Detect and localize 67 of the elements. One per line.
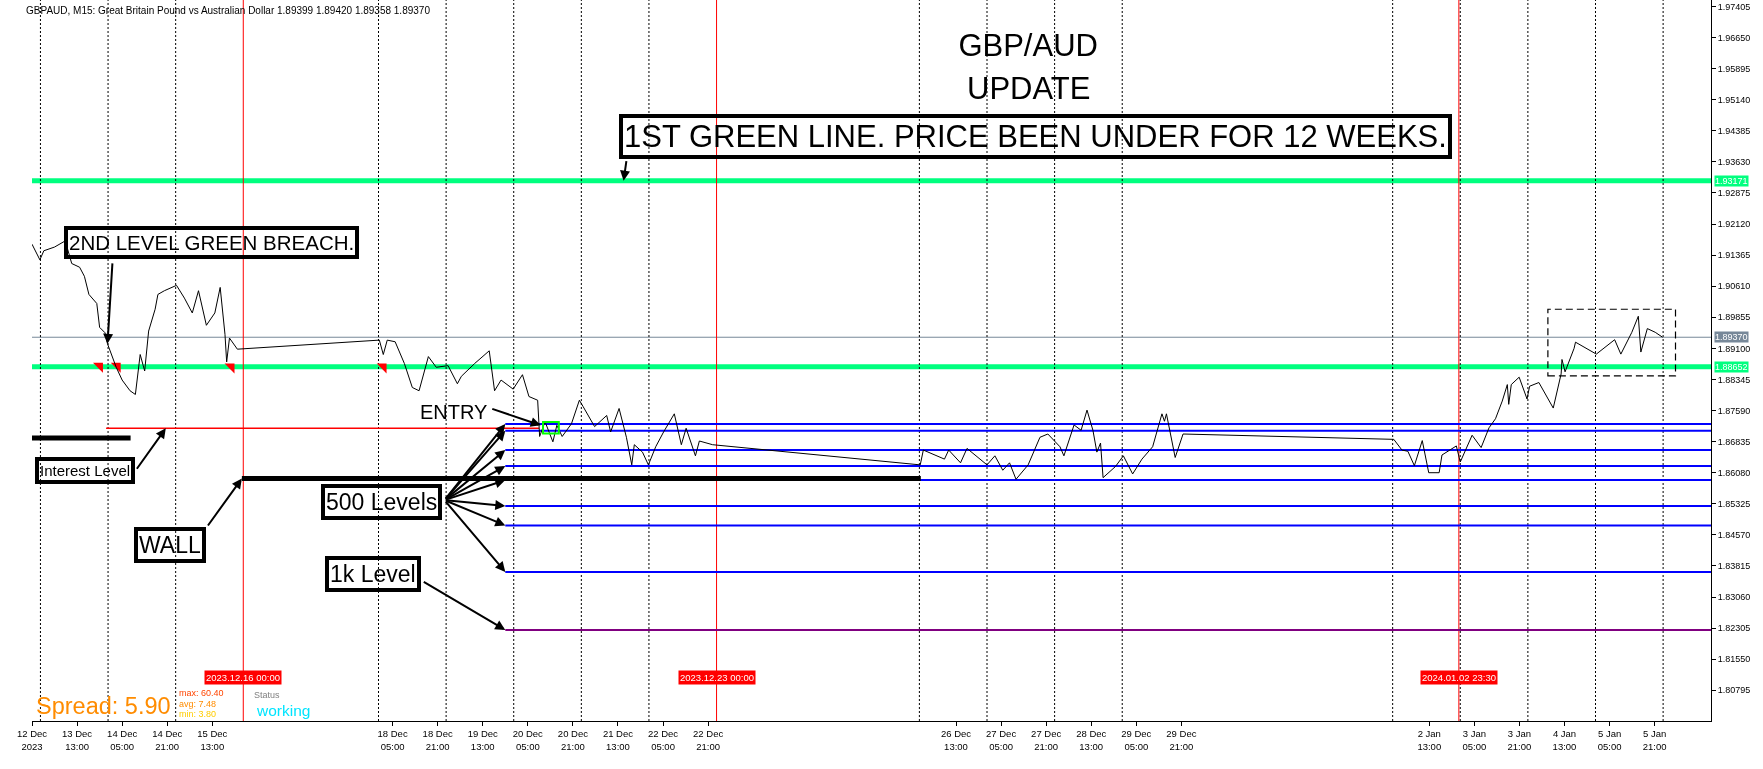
y-tick-label: 1.95895 <box>1717 63 1751 74</box>
ref-line-label: 1.88652 <box>1715 362 1748 372</box>
y-tick-label: 1.85325 <box>1717 498 1751 509</box>
x-tick-label: 21 Dec 13:00 <box>602 728 634 752</box>
x-tick-label: 2 Jan 13:00 <box>1417 728 1442 752</box>
annotation: WALL <box>139 532 201 558</box>
x-tick-label: 22 Dec 21:00 <box>693 728 724 752</box>
y-tick-label: 1.90610 <box>1717 281 1751 292</box>
ref-line-label: 1.89370 <box>1715 332 1748 342</box>
ref-line-label: 2024.01.02 23:30 <box>1422 672 1496 683</box>
y-tick-label: 1.83815 <box>1717 561 1751 572</box>
x-tick-label: 12 Dec 2023 <box>16 728 48 752</box>
y-tick-label: 1.89100 <box>1717 343 1751 354</box>
y-tick-label: 1.86835 <box>1717 436 1751 447</box>
annotation: 500 Levels <box>326 489 438 515</box>
x-tick-label: 27 Dec 05:00 <box>986 728 1017 752</box>
x-tick-label: 14 Dec 05:00 <box>107 728 138 752</box>
y-tick-label: 1.84570 <box>1717 530 1751 541</box>
x-tick-label: 13 Dec 13:00 <box>62 728 93 752</box>
y-tick-label: 1.94385 <box>1717 125 1751 136</box>
x-tick-label: 20 Dec 05:00 <box>512 728 544 752</box>
y-tick-label: 1.97405 <box>1717 1 1751 12</box>
annotation: ENTRY <box>420 401 488 423</box>
x-tick-label: 3 Jan 05:00 <box>1462 728 1487 752</box>
annotation: min: 3.80 <box>179 709 217 719</box>
x-tick-label: 14 Dec 21:00 <box>152 728 183 752</box>
y-tick-label: 1.81550 <box>1717 654 1751 665</box>
x-tick-label: 29 Dec 21:00 <box>1166 728 1197 752</box>
annotation: Interest Level <box>40 462 131 479</box>
x-tick-label: 5 Jan 21:00 <box>1642 728 1667 752</box>
y-tick-label: 1.92120 <box>1717 219 1751 230</box>
annotation: Status <box>254 690 281 700</box>
y-tick-label: 1.80795 <box>1717 685 1751 696</box>
y-tick-label: 1.86080 <box>1717 467 1751 478</box>
y-tick-label: 1.92875 <box>1717 188 1751 199</box>
annotation: max: 60.40 <box>179 688 224 698</box>
ref-line-label: 2023.12.16 00:00 <box>206 672 280 683</box>
ref-line-label: 2023.12.23 00:00 <box>680 672 754 683</box>
x-tick-label: 22 Dec 05:00 <box>647 728 679 752</box>
y-tick-label: 1.96650 <box>1717 32 1751 43</box>
ref-line-label: 1.93171 <box>1715 176 1748 186</box>
text: GBP/AUD <box>958 27 1098 63</box>
x-tick-label: 19 Dec 13:00 <box>467 728 499 752</box>
x-tick-label: 5 Jan 05:00 <box>1597 728 1622 752</box>
y-tick-label: 1.88345 <box>1717 374 1751 385</box>
y-tick-label: 1.83060 <box>1717 592 1751 603</box>
y-tick-label: 1.82305 <box>1717 623 1751 634</box>
x-tick-label: 18 Dec 05:00 <box>377 728 408 752</box>
annotation: 1k Level <box>330 561 416 587</box>
annotation: avg: 7.48 <box>179 699 217 709</box>
x-tick-label: 15 Dec 13:00 <box>197 728 228 752</box>
annotation: working <box>256 702 311 719</box>
y-tick-label: 1.89855 <box>1717 312 1751 323</box>
x-tick-label: 29 Dec 05:00 <box>1121 728 1152 752</box>
text: UPDATE <box>967 71 1091 106</box>
x-tick-label: 28 Dec 13:00 <box>1076 728 1107 752</box>
x-tick-label: 27 Dec 21:00 <box>1031 728 1062 752</box>
x-tick-label: 18 Dec 21:00 <box>422 728 453 752</box>
x-tick-label: 3 Jan 21:00 <box>1507 728 1532 752</box>
y-tick-label: 1.91365 <box>1717 250 1751 261</box>
y-tick-label: 1.93630 <box>1717 156 1751 167</box>
x-tick-label: 26 Dec 13:00 <box>940 728 972 752</box>
annotation: Spread: 5.90 <box>36 693 171 719</box>
y-tick-label: 1.95140 <box>1717 94 1751 105</box>
x-tick-label: 4 Jan 13:00 <box>1552 728 1577 752</box>
y-tick-label: 1.87590 <box>1717 405 1751 416</box>
x-tick-label: 20 Dec 21:00 <box>557 728 589 752</box>
